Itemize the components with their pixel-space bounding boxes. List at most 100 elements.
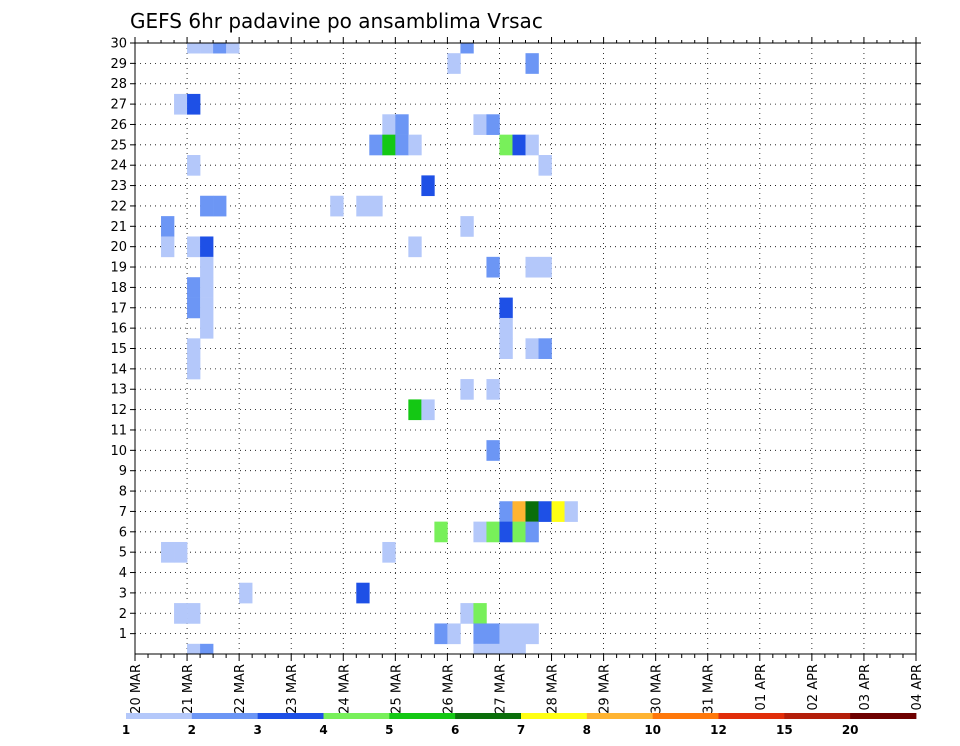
y-tick-label: 10	[110, 444, 127, 459]
x-tick-label: 23 MAR	[285, 664, 300, 714]
heatmap-cell	[499, 643, 513, 655]
y-tick-label: 9	[119, 464, 127, 479]
heatmap-cell	[499, 134, 513, 156]
heatmap-cell	[499, 317, 513, 339]
colorbar-label: 10	[644, 723, 661, 737]
heatmap-cell	[486, 114, 500, 135]
heatmap-cell	[161, 236, 175, 258]
heatmap-cell	[538, 338, 552, 359]
colorbar-swatch	[455, 713, 522, 719]
y-tick-label: 29	[110, 57, 127, 72]
heatmap-cell	[460, 216, 474, 237]
colorbar-swatch	[126, 713, 193, 719]
heatmap-cell	[187, 43, 201, 54]
heatmap-cell	[525, 521, 539, 543]
x-tick-label: 25 MAR	[389, 664, 404, 714]
colorbar-label: 3	[253, 723, 261, 737]
colorbar-swatch	[850, 713, 917, 719]
heatmap-cell	[551, 501, 565, 522]
colorbar-label: 8	[583, 723, 591, 737]
colorbar-swatch	[652, 713, 719, 719]
y-tick-label: 8	[119, 485, 127, 500]
heatmap-cell	[200, 195, 214, 217]
heatmap-cell	[200, 256, 214, 278]
heatmap-cell	[213, 43, 227, 54]
y-tick-label: 30	[110, 37, 127, 52]
y-tick-label: 6	[119, 525, 127, 540]
colorbar-label: 2	[188, 723, 196, 737]
y-tick-label: 20	[110, 240, 127, 255]
heatmap-cell	[200, 236, 214, 258]
x-tick-label: 22 MAR	[233, 664, 248, 714]
heatmap-cell	[187, 603, 201, 624]
x-tick-label: 24 MAR	[337, 664, 352, 714]
heatmap-cell	[460, 43, 474, 54]
heatmap-cell	[499, 521, 513, 543]
heatmap-cell	[499, 623, 513, 645]
heatmap-cell	[408, 399, 422, 421]
colorbar-swatch	[521, 713, 588, 719]
heatmap-cell	[187, 358, 201, 380]
heatmap-cell	[356, 582, 370, 604]
x-tick-label: 31 MAR	[702, 664, 717, 714]
heatmap-cell	[408, 134, 422, 156]
x-tick-label: 01 APR	[754, 664, 769, 710]
heatmap-cell	[200, 43, 214, 54]
heatmap-cell	[226, 43, 240, 54]
y-tick-label: 18	[110, 281, 127, 296]
heatmap-cell	[525, 338, 539, 359]
heatmap-cell	[538, 155, 552, 176]
heatmap-cell	[174, 603, 188, 624]
heatmap-cell	[499, 338, 513, 359]
y-tick-label: 5	[119, 546, 127, 561]
heatmap-cell	[200, 277, 214, 298]
colorbar-label: 20	[842, 723, 859, 737]
heatmap-cell	[499, 501, 513, 522]
colorbar-label: 1	[122, 723, 130, 737]
y-tick-label: 4	[119, 566, 127, 581]
x-tick-label: 20 MAR	[129, 664, 144, 714]
colorbar-swatch	[323, 713, 390, 719]
heatmap-cell	[382, 134, 396, 156]
heatmap-cell	[200, 317, 214, 339]
x-tick-label: 21 MAR	[181, 664, 196, 714]
heatmap-cell	[200, 643, 214, 655]
heatmap-cell	[525, 53, 539, 74]
heatmap-cell	[187, 93, 201, 115]
heatmap-cell	[512, 501, 526, 522]
y-tick-label: 24	[110, 159, 127, 174]
colorbar-swatch	[718, 713, 785, 719]
heatmap-cell	[525, 256, 539, 278]
y-tick-label: 3	[119, 586, 127, 601]
x-axis: 20 MAR 21 MAR 22 MAR 23 MAR 24 MAR 25 MAR 26 M…	[129, 37, 925, 714]
y-tick-label: 26	[110, 118, 127, 133]
heatmap-cell	[434, 521, 448, 543]
x-tick-label: 28 MAR	[546, 664, 561, 714]
colorbar-swatch	[586, 713, 654, 719]
heatmap-cell	[239, 582, 253, 604]
x-tick-label: 30 MAR	[650, 664, 665, 714]
heatmap-cell	[356, 195, 370, 217]
y-tick-label: 17	[110, 301, 127, 316]
heatmap-cell	[174, 93, 188, 115]
y-axis: 1234567891011121314151617181920212223242…	[110, 37, 921, 642]
y-tick-label: 27	[110, 98, 127, 113]
y-tick-label: 25	[110, 138, 127, 153]
heatmap-cell	[161, 216, 175, 237]
heatmap-cell	[395, 134, 409, 156]
x-tick-label: 26 MAR	[441, 664, 456, 714]
y-tick-label: 19	[110, 261, 127, 276]
colorbar: 1 2 3 4 5 6 7 8 10 12 15 20	[122, 713, 917, 737]
y-tick-label: 23	[110, 179, 127, 194]
heatmap-cells	[161, 43, 578, 655]
heatmap-cell	[473, 521, 487, 543]
heatmap-cell	[538, 256, 552, 278]
heatmap-cell	[473, 623, 487, 645]
y-tick-label: 16	[110, 322, 127, 337]
heatmap-cell	[187, 643, 201, 655]
heatmap-cell	[512, 521, 526, 543]
heatmap-cell	[187, 236, 201, 258]
heatmap-cell	[369, 195, 383, 217]
colorbar-label: 12	[710, 723, 727, 737]
chart-title: GEFS 6hr padavine po ansamblima Vrsac	[130, 9, 543, 33]
